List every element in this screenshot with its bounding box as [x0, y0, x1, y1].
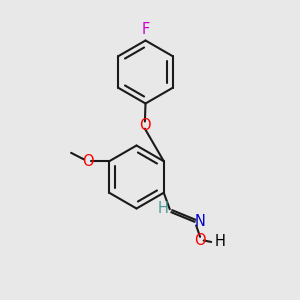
Text: O: O [139, 118, 151, 133]
Text: N: N [195, 214, 206, 229]
Text: H: H [158, 201, 169, 216]
Text: O: O [82, 154, 93, 169]
Text: F: F [141, 22, 150, 37]
Text: H: H [214, 235, 225, 250]
Text: O: O [194, 233, 206, 248]
